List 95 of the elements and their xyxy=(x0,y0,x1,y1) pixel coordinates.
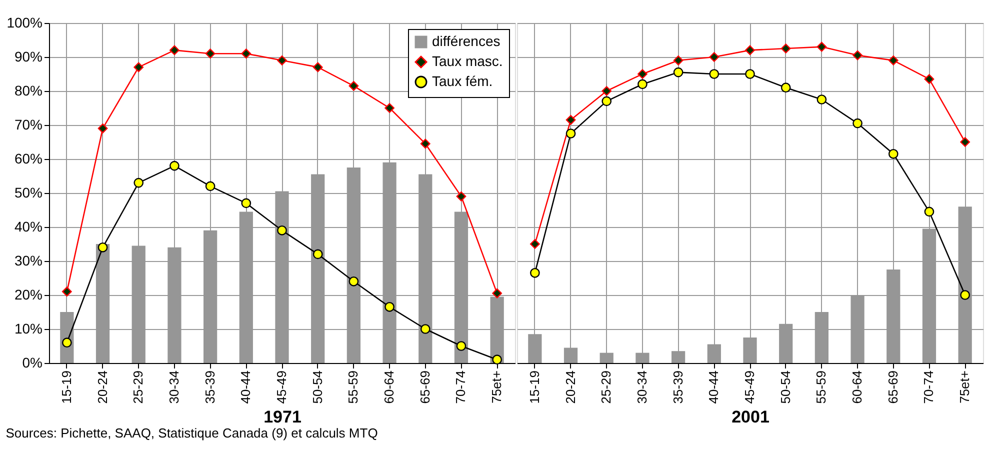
legend-label: Taux masc. xyxy=(432,53,503,69)
x-tick-label: 40-44 xyxy=(706,370,722,404)
point xyxy=(745,45,755,56)
y-tick-label: 70% xyxy=(14,116,42,132)
point xyxy=(456,341,466,351)
point xyxy=(456,191,466,202)
point xyxy=(888,148,898,159)
point xyxy=(638,79,648,90)
point xyxy=(960,290,970,300)
x-tick-label: 55-59 xyxy=(814,370,829,404)
point xyxy=(312,62,323,72)
point xyxy=(816,94,827,104)
x-tick-label: 60-64 xyxy=(850,370,865,404)
x-tick-label: 50-54 xyxy=(778,370,793,404)
point xyxy=(170,45,180,56)
point xyxy=(170,160,180,171)
x-axis-title: 1971 xyxy=(264,408,302,427)
point xyxy=(241,48,252,59)
point xyxy=(673,55,684,66)
point xyxy=(98,242,108,252)
x-tick-label: 20-24 xyxy=(94,370,110,404)
point xyxy=(602,86,612,96)
x-tick-label: 35-39 xyxy=(670,370,686,404)
point xyxy=(566,128,576,138)
y-tick-label: 60% xyxy=(14,150,42,166)
point xyxy=(673,67,684,78)
point xyxy=(709,69,720,79)
x-tick-label: 60-64 xyxy=(382,370,397,404)
point xyxy=(420,138,430,149)
point xyxy=(62,286,72,297)
y-tick-label: 30% xyxy=(14,252,42,268)
x-tick-label: 45-49 xyxy=(274,370,289,404)
point xyxy=(852,118,862,128)
x-tick-label: 30-34 xyxy=(166,370,182,404)
x-tick-label: 70-74 xyxy=(453,370,468,404)
y-tick-label: 40% xyxy=(14,218,42,234)
point xyxy=(312,249,323,260)
x-tick-label: 50-54 xyxy=(310,370,325,404)
point xyxy=(205,48,216,59)
x-tick-label: 15-19 xyxy=(58,370,74,404)
x-tick-label: 25-29 xyxy=(598,370,614,404)
point xyxy=(530,268,540,278)
point xyxy=(384,103,394,113)
point xyxy=(960,137,970,147)
point xyxy=(638,69,648,79)
point xyxy=(277,225,287,236)
point xyxy=(780,44,791,54)
point xyxy=(816,42,827,52)
point xyxy=(348,276,359,286)
point xyxy=(134,178,144,188)
point xyxy=(492,354,502,365)
x-tick-label: 65-69 xyxy=(417,370,432,404)
point xyxy=(348,80,359,91)
point xyxy=(492,288,502,298)
x-tick-label: 55-59 xyxy=(346,370,361,404)
point xyxy=(709,52,720,62)
point xyxy=(924,206,934,217)
x-tick-label: 20-24 xyxy=(562,370,578,404)
x-tick-label: 70-74 xyxy=(921,370,936,404)
point xyxy=(888,55,898,66)
point xyxy=(530,239,540,249)
x-tick-label: 45-49 xyxy=(742,370,757,404)
x-tick-label: 40-44 xyxy=(238,370,254,404)
point xyxy=(602,96,612,106)
point xyxy=(420,324,430,334)
point xyxy=(205,181,216,192)
x-tick-label: 30-34 xyxy=(634,370,650,404)
legend-label: Taux fém. xyxy=(432,73,493,89)
x-tick-label: 75et+ xyxy=(489,370,504,404)
y-tick-label: 100% xyxy=(6,14,42,30)
x-tick-label: 15-19 xyxy=(526,370,542,404)
point xyxy=(852,50,862,60)
y-tick-label: 90% xyxy=(14,48,42,64)
point xyxy=(566,114,576,125)
y-tick-label: 50% xyxy=(14,184,42,200)
y-tick-label: 80% xyxy=(14,82,42,98)
point xyxy=(745,69,755,79)
point xyxy=(780,82,791,93)
point xyxy=(241,198,252,208)
x-tick-label: 25-29 xyxy=(130,370,146,404)
x-axis-title: 2001 xyxy=(732,408,770,427)
source-note: Sources: Pichette, SAAQ, Statistique Canada (9) et calculs MTQ xyxy=(6,426,378,441)
point xyxy=(924,74,934,84)
point xyxy=(98,123,108,134)
point xyxy=(62,338,72,348)
legend-label: différences xyxy=(432,33,500,49)
y-tick-label: 0% xyxy=(22,354,42,370)
point xyxy=(134,62,144,72)
x-tick-label: 65-69 xyxy=(885,370,900,404)
y-tick-label: 10% xyxy=(14,320,42,336)
x-tick-label: 75et+ xyxy=(957,370,972,404)
point xyxy=(384,302,394,312)
y-tick-label: 20% xyxy=(14,286,42,302)
point xyxy=(277,55,287,66)
x-tick-label: 35-39 xyxy=(202,370,218,404)
